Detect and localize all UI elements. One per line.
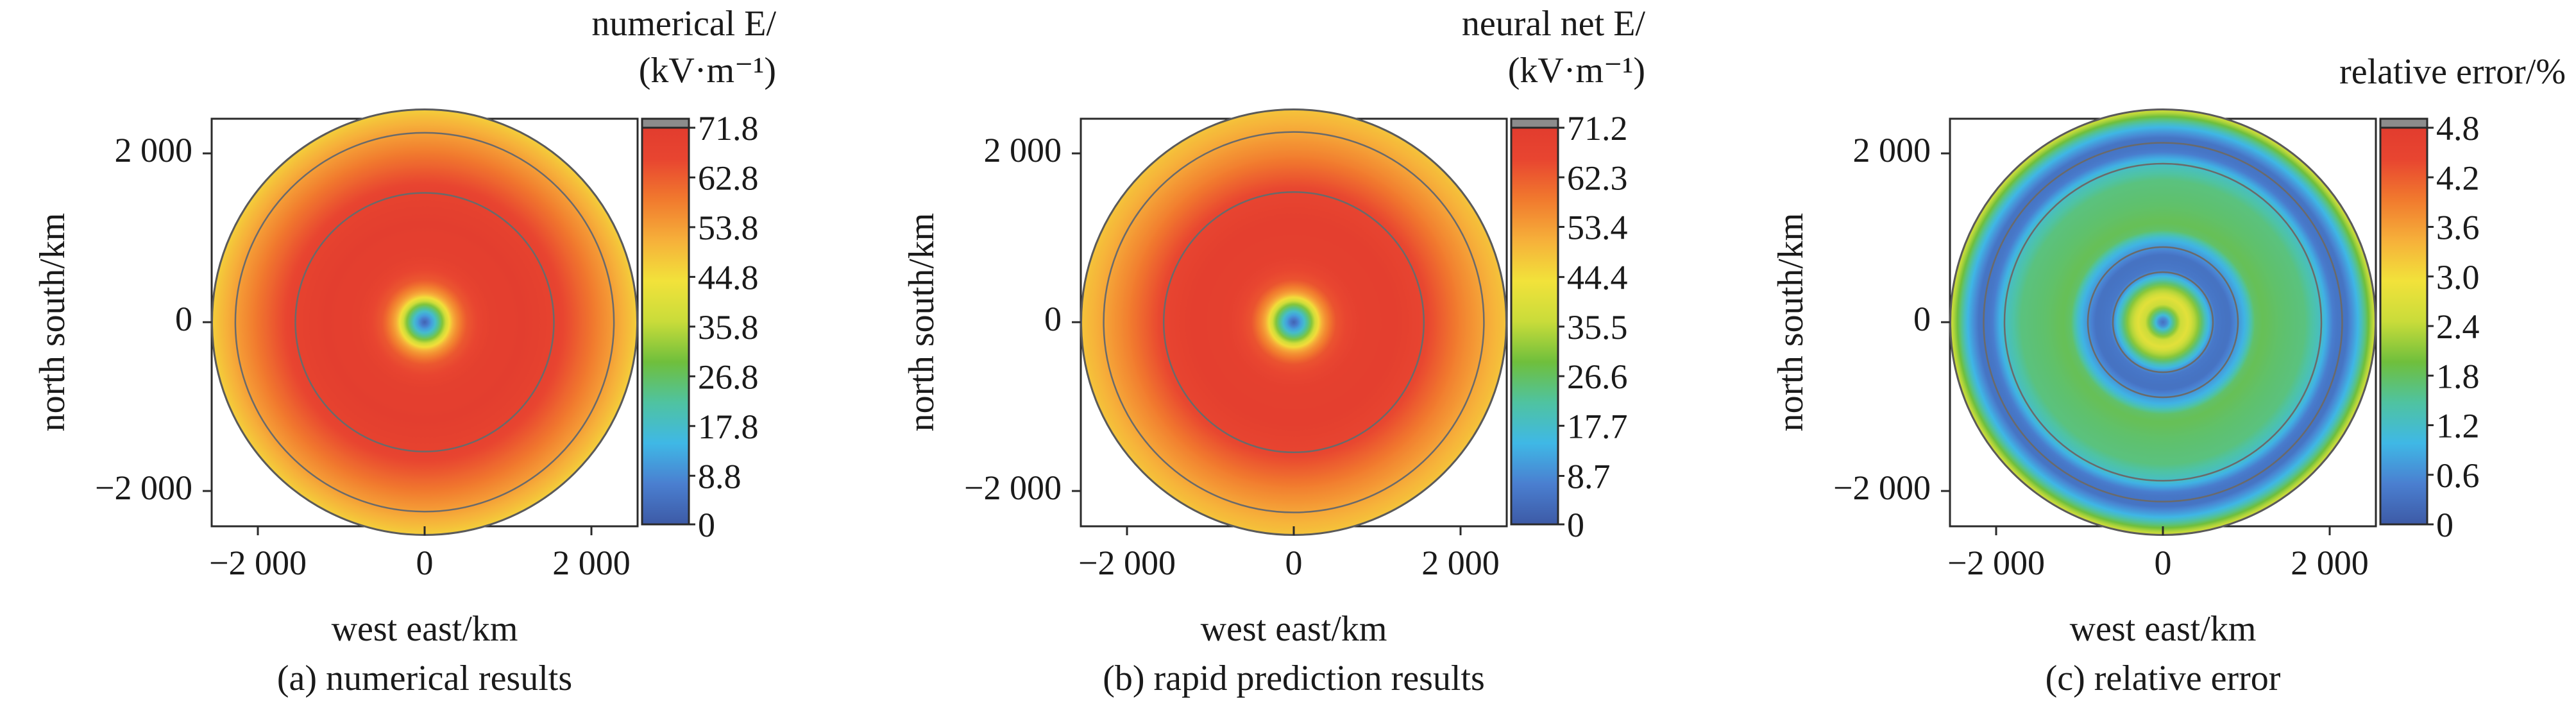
x-tick-label: −2 000 (209, 544, 307, 582)
colorbar-tick-label: 44.8 (698, 258, 759, 297)
contour-ring (1983, 142, 2343, 503)
x-axis-label: west east/km (332, 609, 518, 649)
x-axis: −2 000 0 2 000 west east/km (1078, 526, 1500, 649)
x-tick-label: 2 000 (1421, 544, 1500, 582)
y-tick-label: 2 000 (1853, 131, 1931, 169)
x-tick-label: 0 (416, 544, 434, 582)
heatmap-field (1950, 109, 2376, 535)
subcaption: (c) relative error (2046, 659, 2281, 698)
y-axis-label: north south/km (902, 213, 942, 432)
y-tick-label: −2 000 (95, 469, 192, 507)
colorbar-tick-label: 62.3 (1567, 159, 1628, 197)
colorbar-tick-label: 3.0 (2436, 258, 2480, 297)
contour-ring (2003, 162, 2323, 482)
panel-a: 2 000 0 −2 000 north south/km −2 000 0 2… (33, 4, 776, 698)
panel-b: 2 000 0 −2 000 north south/km −2 000 0 2… (902, 4, 1645, 698)
colorbar-tick-label: 17.7 (1567, 407, 1628, 445)
colorbar-tick-label: 26.6 (1567, 357, 1628, 396)
x-axis: −2 000 0 2 000 west east/km (209, 526, 631, 649)
contour-lines (1949, 108, 2377, 536)
colorbar-tick-label: 1.2 (2436, 407, 2480, 445)
x-tick-label: −2 000 (1947, 544, 2045, 582)
colorbar-tick-label: 8.8 (698, 457, 741, 495)
colorbar-tick-label: 4.2 (2436, 159, 2480, 197)
x-tick-label: 2 000 (552, 544, 631, 582)
subcaption: (a) numerical results (277, 659, 572, 698)
colorbar-tick-label: 4.8 (2436, 109, 2480, 148)
y-tick-label: −2 000 (964, 469, 1062, 507)
colorbar-ticks: 0 0.6 1.2 1.8 2.4 3.0 3.6 4.2 4.8 (2427, 109, 2480, 544)
x-axis-label: west east/km (1201, 609, 1387, 649)
contour-ring (1103, 131, 1485, 513)
x-axis: −2 000 0 2 000 west east/km (1947, 526, 2369, 649)
y-axis: 2 000 0 −2 000 north south/km (1771, 131, 1950, 507)
colorbar-overflow (641, 117, 690, 129)
y-axis: 2 000 0 −2 000 north south/km (902, 131, 1081, 507)
field-disc (1950, 109, 2376, 535)
x-tick-label: 0 (1285, 544, 1303, 582)
colorbar-tick-label: 44.4 (1567, 259, 1628, 297)
y-tick-label: 0 (1044, 300, 1062, 338)
colorbar-tick-label: 0 (698, 506, 715, 544)
colorbar-tick-label: 0 (1567, 506, 1584, 544)
colorbar-title: neural net E/ (1462, 4, 1646, 44)
heatmap-field (212, 109, 638, 535)
colorbar-unit: (kV·m⁻¹) (639, 51, 776, 90)
colorbar-overflow (1510, 117, 1559, 129)
contour-ring (234, 132, 615, 513)
subcaption: (b) rapid prediction results (1103, 659, 1485, 698)
colorbar-tick-label: 8.7 (1567, 457, 1611, 495)
y-tick-label: 2 000 (984, 131, 1062, 169)
contour-ring (1162, 191, 1425, 454)
colorbar: 0 8.8 17.8 26.8 35.8 44.8 53.8 62.8 71.8 numeric… (591, 4, 776, 544)
colorbar-tick-label: 1.8 (2436, 357, 2480, 395)
colorbar-tick-label: 0 (2436, 506, 2453, 544)
colorbar-tick-label: 62.8 (698, 159, 759, 197)
y-tick-label: −2 000 (1833, 469, 1931, 507)
colorbar-tick-label: 53.8 (698, 209, 759, 247)
colorbar-tick-label: 71.2 (1567, 109, 1628, 148)
colorbar-overflow (2379, 117, 2428, 129)
colorbar-gradient (1510, 117, 1559, 526)
colorbar-tick-label: 53.4 (1567, 209, 1628, 247)
colorbar-gradient (2379, 117, 2428, 526)
colorbar-tick-label: 0.6 (2436, 456, 2480, 495)
colorbar-ticks: 0 8.8 17.8 26.8 35.8 44.8 53.8 62.8 71.8 (689, 109, 759, 544)
y-axis-label: north south/km (33, 213, 72, 432)
field-disc (212, 109, 638, 535)
colorbar-tick-label: 35.5 (1567, 308, 1628, 347)
y-tick-label: 2 000 (115, 131, 193, 169)
colorbar-tick-label: 71.8 (698, 109, 759, 148)
contour-ring (2087, 246, 2239, 399)
colorbar-title: relative error/% (2339, 52, 2566, 92)
panel-c: 2 000 0 −2 000 north south/km −2 000 0 2… (1771, 52, 2566, 698)
colorbar-tick-label: 35.8 (698, 308, 759, 347)
contour-ring (294, 192, 555, 452)
colorbar-gradient (641, 117, 690, 526)
colorbar: 0 8.7 17.7 26.6 35.5 44.4 53.4 62.3 71.2 neural … (1462, 4, 1646, 544)
y-tick-label: 0 (175, 300, 192, 338)
x-tick-label: 0 (2155, 544, 2172, 582)
colorbar-ticks: 0 8.7 17.7 26.6 35.5 44.4 53.4 62.3 71.2 (1558, 109, 1628, 544)
field-disc (1081, 109, 1507, 535)
x-tick-label: 2 000 (2291, 544, 2369, 582)
x-tick-label: −2 000 (1078, 544, 1176, 582)
y-tick-label: 0 (1913, 300, 1931, 338)
colorbar-tick-label: 17.8 (698, 408, 759, 446)
colorbar-tick-label: 3.6 (2436, 209, 2480, 247)
heatmap-field (1081, 109, 1507, 535)
y-axis: 2 000 0 −2 000 north south/km (33, 131, 212, 507)
colorbar-title: numerical E/ (591, 4, 776, 44)
colorbar-tick-label: 2.4 (2436, 307, 2480, 346)
x-axis-label: west east/km (2070, 609, 2257, 649)
colorbar-tick-label: 26.8 (698, 357, 759, 396)
y-axis-label: north south/km (1771, 213, 1811, 432)
contour-ring (2112, 271, 2214, 374)
colorbar: 0 0.6 1.2 1.8 2.4 3.0 3.6 4.2 4.8 relative error… (2339, 52, 2566, 544)
colorbar-unit: (kV·m⁻¹) (1508, 51, 1645, 90)
